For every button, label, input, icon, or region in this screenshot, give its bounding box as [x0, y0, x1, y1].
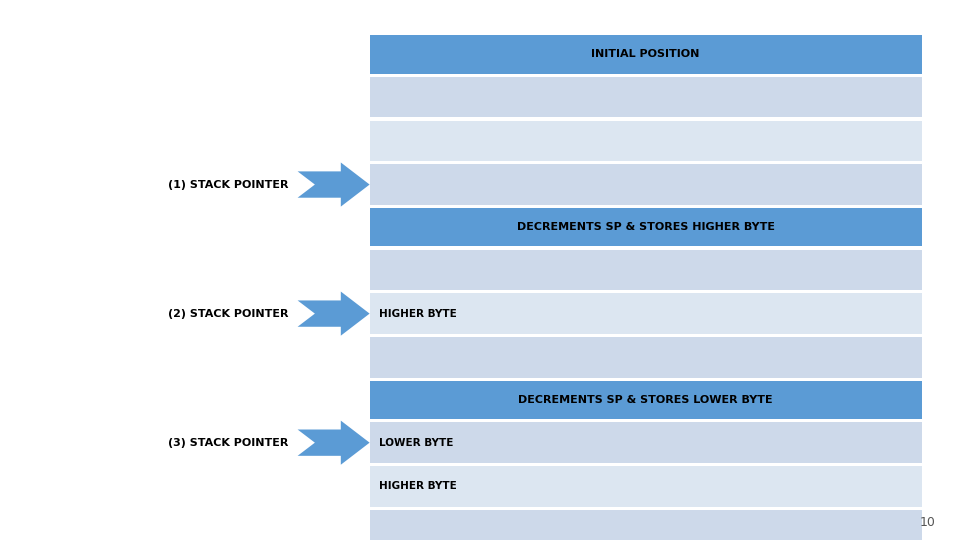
Bar: [370, 381, 922, 419]
Text: (2) STACK POINTER: (2) STACK POINTER: [167, 308, 288, 319]
Polygon shape: [298, 421, 370, 465]
Text: LOWER BYTE: LOWER BYTE: [379, 437, 453, 448]
Text: DECREMENTS SP & STORES LOWER BYTE: DECREMENTS SP & STORES LOWER BYTE: [518, 395, 773, 405]
Text: 10: 10: [920, 516, 936, 529]
Polygon shape: [298, 163, 370, 207]
Text: HIGHER BYTE: HIGHER BYTE: [379, 308, 457, 319]
Bar: [370, 422, 922, 463]
Bar: [370, 249, 922, 290]
Text: (3) STACK POINTER: (3) STACK POINTER: [168, 437, 288, 448]
Bar: [370, 164, 922, 205]
Bar: [370, 466, 922, 507]
Bar: [370, 208, 922, 246]
Text: INITIAL POSITION: INITIAL POSITION: [591, 49, 700, 59]
Bar: [370, 35, 922, 73]
Polygon shape: [298, 292, 370, 336]
Bar: [370, 77, 922, 117]
Bar: [370, 510, 922, 540]
Text: HIGHER BYTE: HIGHER BYTE: [379, 481, 457, 491]
Text: DECREMENTS SP & STORES HIGHER BYTE: DECREMENTS SP & STORES HIGHER BYTE: [516, 222, 775, 232]
Bar: [370, 293, 922, 334]
Bar: [370, 337, 922, 377]
Text: (1) STACK POINTER: (1) STACK POINTER: [167, 179, 288, 190]
Bar: [370, 120, 922, 161]
